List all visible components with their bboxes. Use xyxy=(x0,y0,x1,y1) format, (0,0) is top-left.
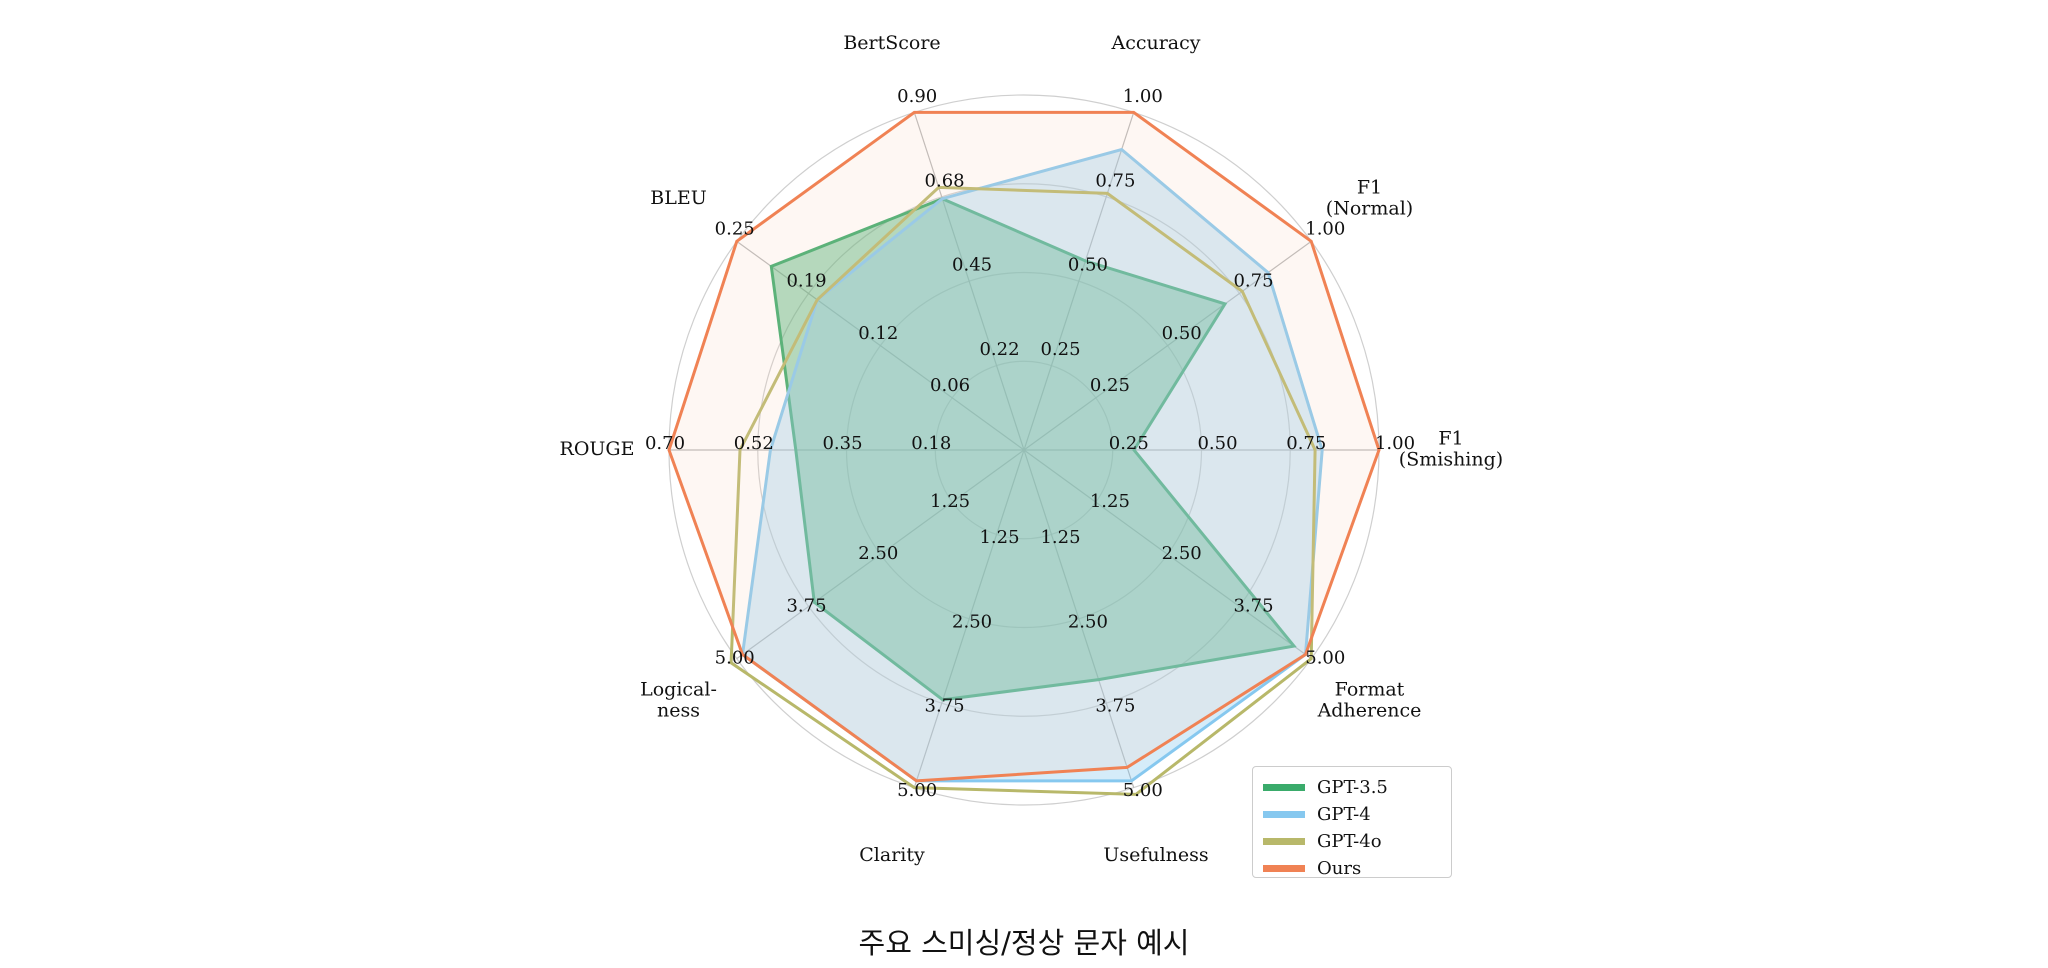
axis-label-line: BertScore xyxy=(843,32,940,54)
axis-spoke xyxy=(1023,449,1312,660)
tick-label: 0.19 xyxy=(786,271,826,292)
tick-label: 1.00 xyxy=(1123,86,1163,107)
tick-label: 1.25 xyxy=(979,527,1019,548)
legend-label-gpt4o: GPT-4o xyxy=(1317,830,1382,852)
axis-label: F1 (Smishing) xyxy=(1399,428,1503,471)
tick-label: 5.00 xyxy=(897,780,937,801)
axis-spoke xyxy=(1023,449,1135,788)
legend-swatch-ours xyxy=(1263,864,1305,872)
axis-spoke xyxy=(736,240,1025,451)
tick-label: 0.18 xyxy=(911,433,951,454)
tick-label: 5.00 xyxy=(715,648,755,669)
legend-swatch-gpt35 xyxy=(1263,783,1305,791)
tick-label: 0.25 xyxy=(1090,375,1130,396)
tick-label: 0.75 xyxy=(1286,433,1326,454)
axis-label-line: Accuracy xyxy=(1110,32,1200,54)
series-polygon-ours xyxy=(667,110,1381,783)
tick-label: 1.25 xyxy=(930,491,970,512)
tick-label: 0.25 xyxy=(1040,339,1080,360)
axis-spoke xyxy=(913,449,1025,788)
axis-spoke xyxy=(1023,240,1312,451)
radar-series xyxy=(667,110,1381,796)
legend-label-gpt35: GPT-3.5 xyxy=(1317,776,1388,798)
axis-label: Clarity xyxy=(859,844,925,866)
axis-label-line: Adherence xyxy=(1317,700,1422,722)
tick-label: 5.00 xyxy=(1305,648,1345,669)
axis-spoke xyxy=(913,112,1025,451)
legend-item-ours: Ours xyxy=(1263,855,1361,881)
legend-label-ours: Ours xyxy=(1317,857,1362,879)
axis-label-line: F1 xyxy=(1438,428,1463,450)
tick-label: 2.50 xyxy=(858,543,898,564)
tick-label: 0.50 xyxy=(1197,433,1237,454)
legend-item-gpt4: GPT-4 xyxy=(1263,801,1371,827)
tick-label: 0.12 xyxy=(858,323,898,344)
tick-label: 1.25 xyxy=(1090,491,1130,512)
axis-label: Usefulness xyxy=(1103,844,1208,866)
axis-label-line: Format xyxy=(1335,679,1405,701)
series-polygon-gpt35 xyxy=(769,197,1297,702)
tick-label: 2.50 xyxy=(1068,611,1108,632)
axis-label: BLEU xyxy=(650,187,706,209)
axis-label: Format Adherence xyxy=(1317,679,1422,722)
legend-swatch-gpt4o xyxy=(1263,837,1305,845)
tick-label: 1.00 xyxy=(1375,433,1415,454)
tick-label: 0.68 xyxy=(925,170,965,191)
legend: GPT-3.5 GPT-4 GPT-4o Ours xyxy=(1252,766,1452,881)
tick-label: 0.22 xyxy=(979,339,1019,360)
axis-label-line: Usefulness xyxy=(1103,844,1208,866)
tick-label: 3.75 xyxy=(786,595,826,616)
axis-label-line: ROUGE xyxy=(560,438,635,460)
radar-labels: 0.25 0.50 0.75 1.00 0.25 0.50 0.75 1.00 0.25 0.50… xyxy=(560,32,1504,866)
axis-label: Accuracy xyxy=(1110,32,1200,54)
axis-label-line: Clarity xyxy=(859,844,925,866)
figure-caption: 주요 스미싱/정상 문자 예시 xyxy=(858,926,1190,960)
tick-label: 0.50 xyxy=(1068,255,1108,276)
tick-label: 0.25 xyxy=(715,219,755,240)
axis-label: BertScore xyxy=(843,32,940,54)
axis-label-line: Logical- xyxy=(640,679,717,701)
axis-label-line: F1 xyxy=(1357,177,1382,199)
axis-label-line: (Smishing) xyxy=(1399,449,1503,471)
tick-label: 0.75 xyxy=(1233,271,1273,292)
tick-label: 5.00 xyxy=(1123,780,1163,801)
tick-label: 0.75 xyxy=(1095,170,1135,191)
axis-spoke xyxy=(736,449,1025,660)
legend-swatch-gpt4 xyxy=(1263,810,1305,818)
axis-label-line: ness xyxy=(657,700,700,722)
legend-item-gpt35: GPT-3.5 xyxy=(1263,774,1388,800)
tick-label: 0.35 xyxy=(822,433,862,454)
axis-label: F1 (Normal) xyxy=(1326,177,1413,220)
series-polygon-gpt4o xyxy=(729,185,1317,796)
tick-label: 3.75 xyxy=(1095,696,1135,717)
axis-label: ROUGE xyxy=(560,438,635,460)
axis-spoke xyxy=(1023,112,1135,451)
legend-label-gpt4: GPT-4 xyxy=(1317,803,1371,825)
axis-label-line: BLEU xyxy=(650,187,706,209)
tick-label: 0.45 xyxy=(952,255,992,276)
tick-label: 0.50 xyxy=(1162,323,1202,344)
tick-label: 0.06 xyxy=(930,375,970,396)
tick-label: 1.00 xyxy=(1305,219,1345,240)
tick-label: 0.52 xyxy=(734,433,774,454)
tick-label: 2.50 xyxy=(1162,543,1202,564)
axis-label-line: (Normal) xyxy=(1326,198,1413,220)
legend-item-gpt4o: GPT-4o xyxy=(1263,828,1382,854)
tick-label: 3.75 xyxy=(1233,595,1273,616)
tick-label: 2.50 xyxy=(952,611,992,632)
tick-label: 0.70 xyxy=(645,433,685,454)
tick-label: 1.25 xyxy=(1040,527,1080,548)
tick-label: 3.75 xyxy=(925,696,965,717)
tick-label: 0.25 xyxy=(1109,433,1149,454)
series-polygon-gpt4 xyxy=(740,147,1324,783)
tick-label: 0.90 xyxy=(897,86,937,107)
axis-label: Logical-ness xyxy=(640,679,717,722)
